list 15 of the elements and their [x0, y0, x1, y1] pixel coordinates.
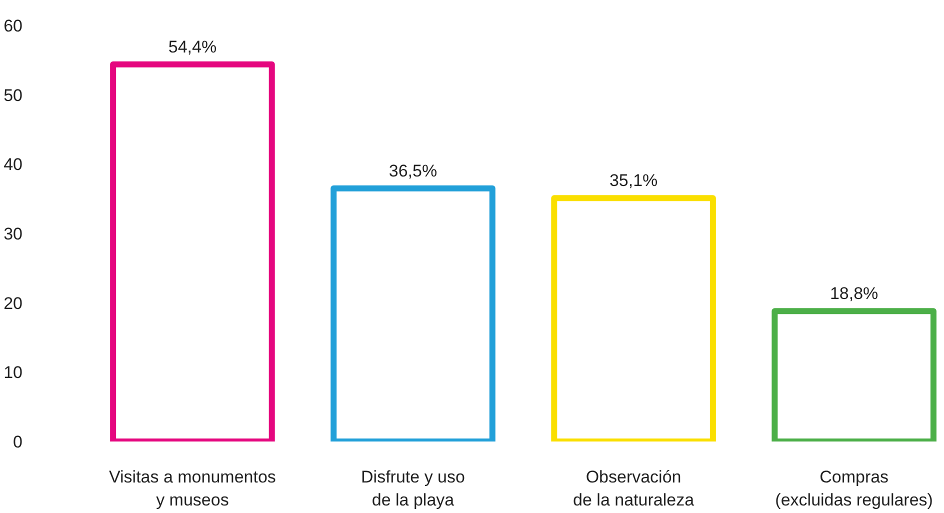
- x-tick-label: Compras (excluidas regulares): [775, 468, 933, 510]
- data-label: 18,8%: [830, 284, 878, 304]
- y-tick-label: 20: [4, 294, 23, 313]
- y-tick-label: 0: [13, 432, 23, 452]
- data-label: 35,1%: [609, 171, 658, 190]
- x-tick-label: Observación de la naturaleza: [573, 468, 695, 510]
- x-tick-label: Disfrute y uso de la playa: [361, 468, 465, 510]
- y-tick-label: 60: [4, 16, 23, 36]
- y-tick-label: 50: [4, 86, 23, 105]
- y-tick-label: 40: [4, 155, 23, 174]
- data-label: 36,5%: [388, 161, 438, 180]
- x-tick-label: Visitas a monumentos y museos: [108, 468, 276, 510]
- y-tick-label: 10: [4, 363, 23, 382]
- y-tick-label: 30: [4, 224, 23, 244]
- data-label: 54,4%: [168, 37, 217, 56]
